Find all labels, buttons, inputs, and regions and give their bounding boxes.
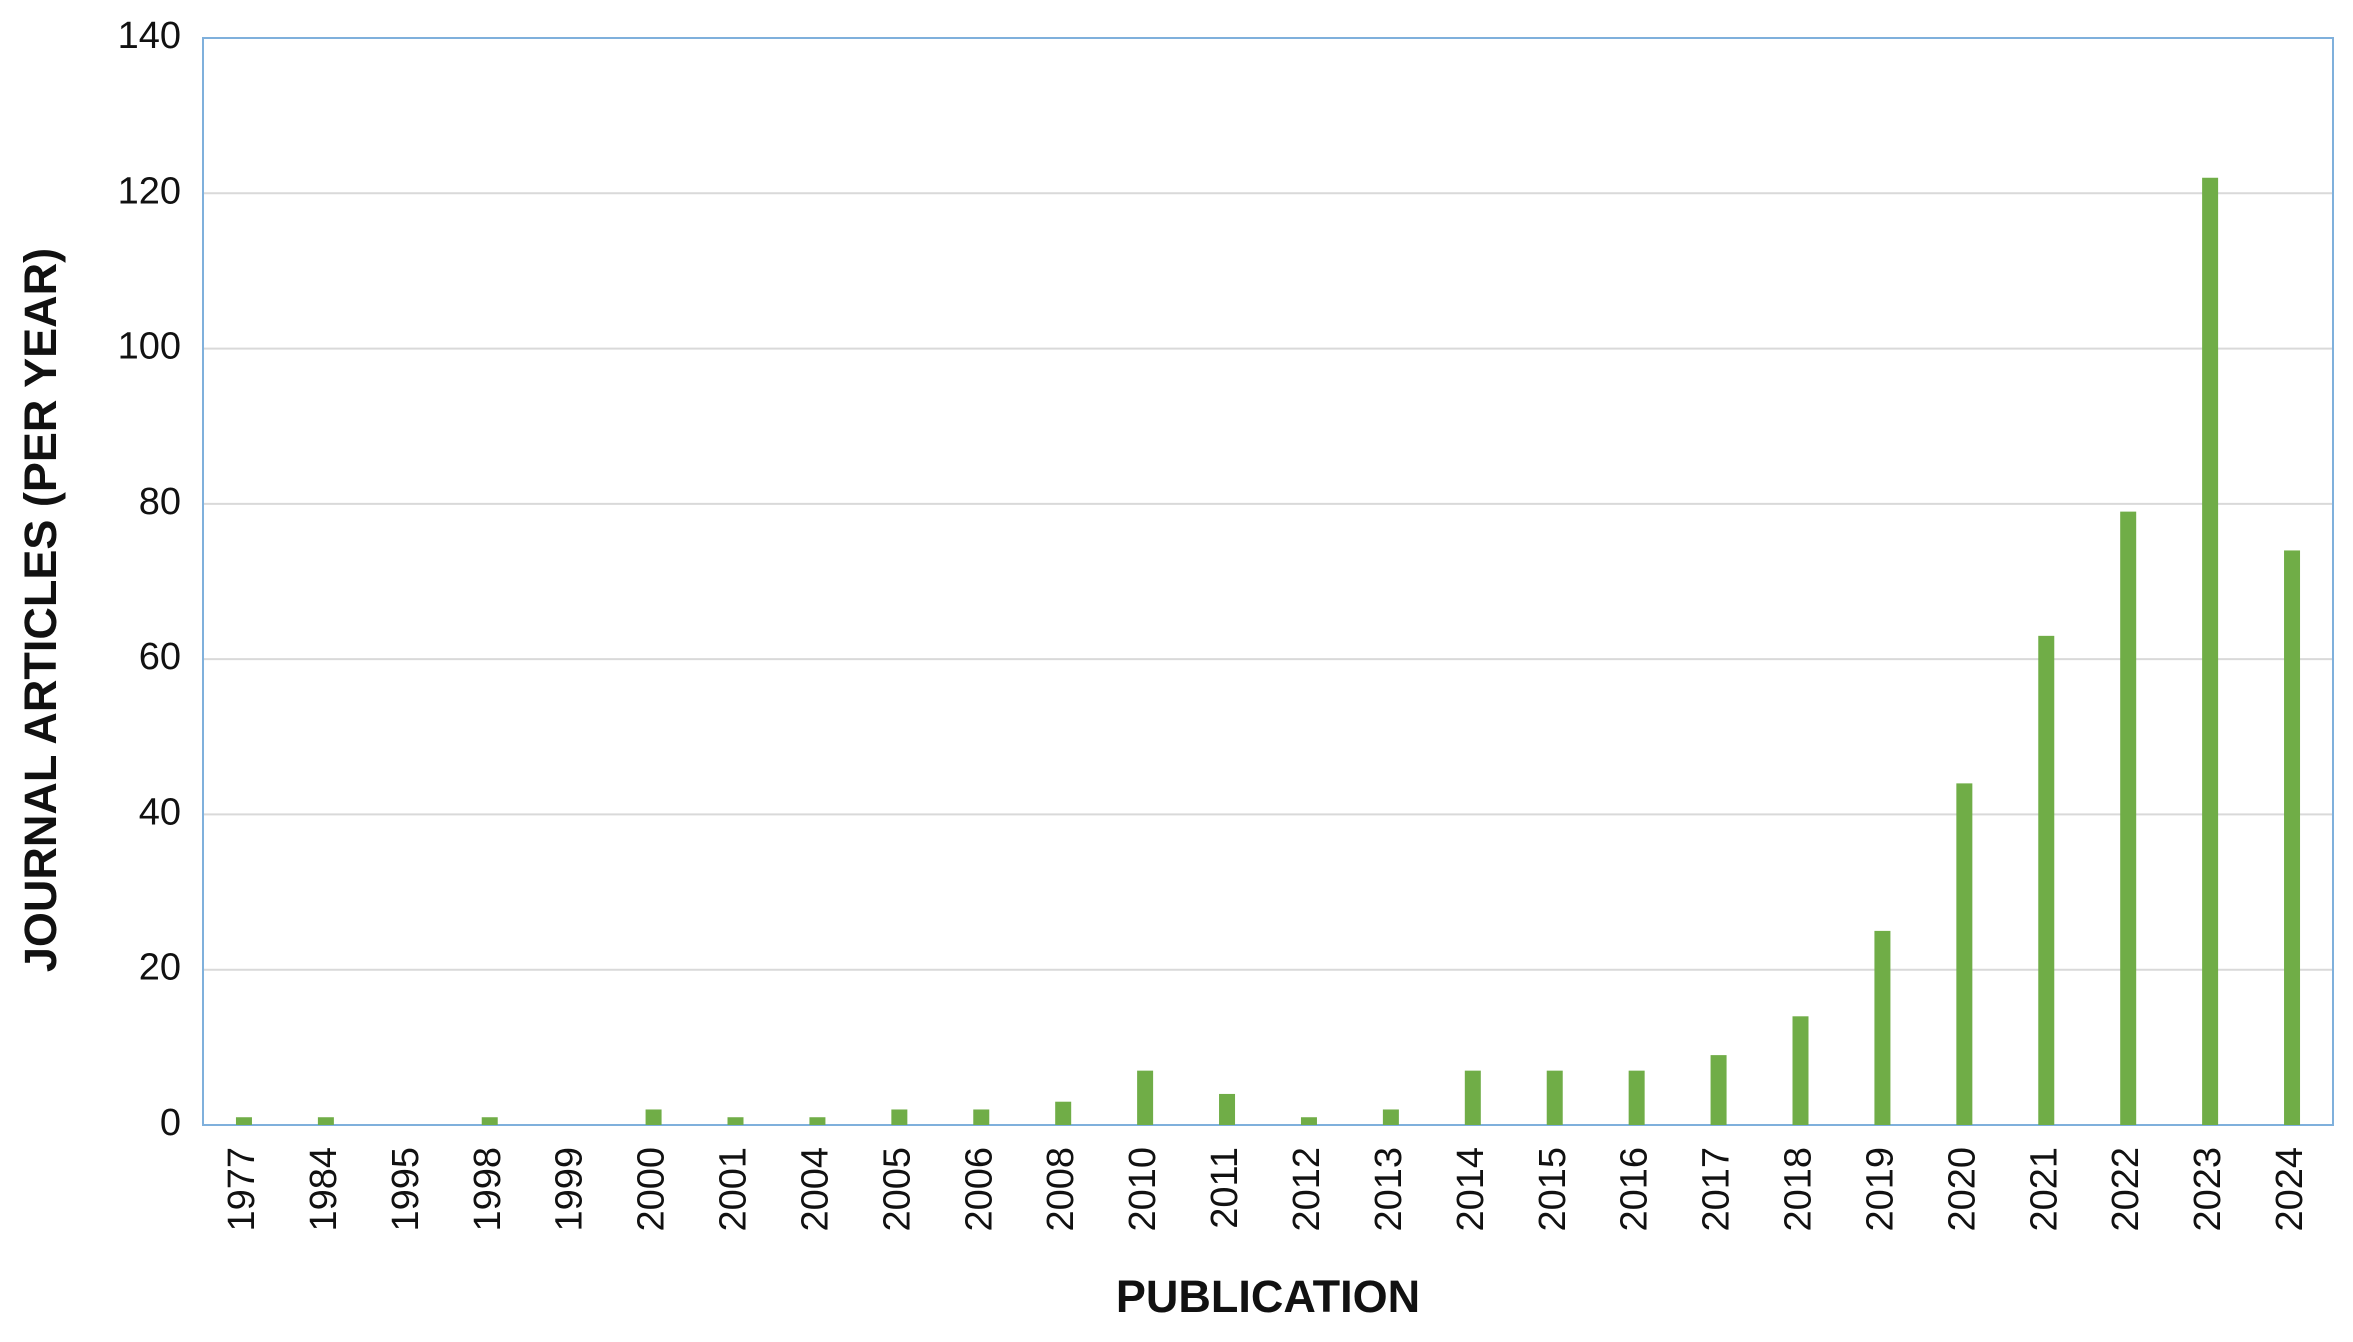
x-tick-label: 2021 (2023, 1147, 2065, 1232)
bar (1300, 1117, 1317, 1125)
x-tick-label: 2001 (713, 1147, 755, 1232)
x-tick-label: 2018 (1778, 1147, 1820, 1232)
plot-border (202, 37, 2334, 1126)
bar (1874, 930, 1891, 1125)
x-tick-label: 2011 (1204, 1147, 1246, 1229)
y-tick-label: 60 (139, 636, 181, 678)
y-tick-label: 20 (139, 947, 181, 989)
bar (1055, 1101, 1072, 1125)
x-tick-label: 2010 (1122, 1147, 1164, 1232)
bar (727, 1117, 744, 1125)
x-axis-label: PUBLICATION (1116, 1271, 1420, 1322)
bar (2038, 635, 2055, 1125)
x-tick-label: 1977 (221, 1147, 263, 1232)
bar (1137, 1070, 1154, 1125)
bar (2284, 550, 2301, 1125)
x-tick-label: 2005 (876, 1147, 918, 1232)
x-tick-label: 2012 (1286, 1147, 1328, 1232)
bar (317, 1117, 334, 1125)
x-tick-label: 1984 (303, 1147, 345, 1232)
bar (1382, 1109, 1399, 1125)
bar (2202, 177, 2219, 1125)
bar (973, 1109, 990, 1125)
bar (1546, 1070, 1563, 1125)
y-tick-label: 140 (118, 15, 181, 57)
y-axis-label: JOURNAL ARTICLES (PER YEAR) (15, 248, 66, 972)
x-tick-label: 2006 (958, 1147, 1000, 1232)
x-tick-label: 2015 (1532, 1147, 1574, 1232)
y-tick-label: 40 (139, 791, 181, 833)
bar (235, 1117, 252, 1125)
bar (1956, 783, 1973, 1125)
x-tick-label: 2019 (1859, 1147, 1901, 1232)
bar (1628, 1070, 1645, 1125)
y-tick-label: 120 (118, 170, 181, 212)
bar (645, 1109, 662, 1125)
x-tick-label: 2008 (1040, 1147, 1082, 1232)
bar (1710, 1055, 1727, 1125)
bar (2120, 511, 2137, 1125)
x-tick-label: 2016 (1614, 1147, 1656, 1232)
bar (1464, 1070, 1481, 1125)
bar (1219, 1093, 1236, 1125)
x-tick-label: 2014 (1450, 1147, 1492, 1232)
x-tick-label: 2022 (2105, 1147, 2147, 1232)
x-tick-label: 2000 (631, 1147, 673, 1232)
x-tick-label: 2024 (2269, 1147, 2311, 1232)
x-tick-label: 1998 (467, 1147, 509, 1232)
bar (809, 1117, 826, 1125)
bar (891, 1109, 908, 1125)
x-tick-label: 1995 (385, 1147, 427, 1232)
y-tick-label: 100 (118, 326, 181, 368)
y-tick-label: 80 (139, 481, 181, 523)
x-tick-label: 2004 (794, 1147, 836, 1232)
x-tick-label: 2020 (1941, 1147, 1983, 1232)
x-tick-label: 2013 (1368, 1147, 1410, 1232)
y-tick-label: 0 (160, 1102, 181, 1144)
bar (481, 1117, 498, 1125)
x-tick-label: 1999 (549, 1147, 591, 1232)
x-tick-label: 2017 (1696, 1147, 1738, 1232)
bar (1792, 1016, 1809, 1125)
x-tick-label: 2023 (2187, 1147, 2229, 1232)
